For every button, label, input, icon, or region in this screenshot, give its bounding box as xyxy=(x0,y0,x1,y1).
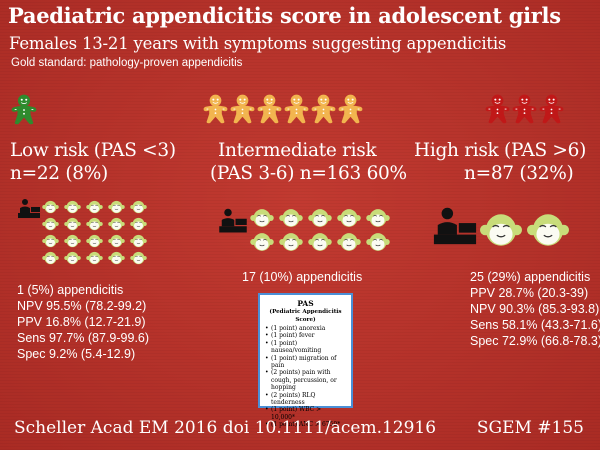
gingerbread-icon xyxy=(230,94,255,124)
gingerbread-icon xyxy=(539,94,564,124)
sgem-tag: SGEM #155 xyxy=(476,418,584,438)
gingerbread-icon xyxy=(485,94,510,124)
gold-standard-note: Gold standard: pathology-proven appendic… xyxy=(11,57,243,69)
monkey-face-icon xyxy=(42,251,59,265)
doctor-icon-low xyxy=(17,198,41,222)
intermediate-risk-stats: 17 (10%) appendicitis xyxy=(242,269,362,285)
stat-line: 1 (5%) appendicitis xyxy=(17,283,124,297)
monkey-face-icon xyxy=(108,251,125,265)
pas-card-title: PAS xyxy=(297,299,314,308)
pas-criterion: (1 point) anorexia xyxy=(265,325,346,332)
pas-criterion: (1 point) migration of pain xyxy=(265,355,346,370)
citation: Scheller Acad EM 2016 doi 10.1111/acem.1… xyxy=(14,418,437,438)
monkey-face-icon xyxy=(250,233,274,251)
monkey-face-icon xyxy=(108,217,125,231)
doctor-icon-intermediate xyxy=(218,207,248,237)
doctor-icon-high xyxy=(432,205,478,249)
gingerbread-row-high xyxy=(484,94,565,125)
pas-score-card: PAS (Pediatric Appendicitis Score) (1 po… xyxy=(258,293,353,428)
pas-criterion: (2 points) pain with cough, percussion, … xyxy=(265,369,346,391)
monkey-face-icon xyxy=(308,209,332,227)
monkey-face-icon xyxy=(64,200,81,214)
monkey-face-icon xyxy=(64,234,81,248)
monkey-face-icon xyxy=(108,234,125,248)
monkey-face-icon xyxy=(130,217,147,231)
monkey-face-icon xyxy=(130,234,147,248)
monkey-face-icon xyxy=(86,217,103,231)
pas-criterion: (1 point) fever xyxy=(265,332,346,339)
stat-line: PPV 28.7% (20.3-39) xyxy=(470,286,589,300)
low-risk-stats: 1 (5%) appendicitis NPV 95.5% (78.2-99.2… xyxy=(17,282,149,362)
gingerbread-icon xyxy=(257,94,282,124)
gingerbread-row-intermediate xyxy=(202,94,364,125)
gingerbread-icon xyxy=(284,94,309,124)
gingerbread-row-low xyxy=(10,94,38,126)
pas-criteria-list: (1 point) anorexia (1 point) fever (1 po… xyxy=(265,325,346,429)
high-risk-stats: 25 (29%) appendicitis PPV 28.7% (20.3-39… xyxy=(470,269,600,349)
monkey-face-icon xyxy=(366,233,390,251)
low-risk-label: Low risk (PAS <3) xyxy=(10,140,176,161)
pas-criterion: (1 point) WBC > 10,000* xyxy=(265,406,346,421)
low-risk-count: n=22 (8%) xyxy=(10,163,108,184)
gingerbread-icon xyxy=(338,94,363,124)
page-title: Paediatric appendicitis score in adolesc… xyxy=(8,3,561,28)
stat-line: PPV 16.8% (12.7-21.9) xyxy=(17,315,146,329)
stat-line: NPV 95.5% (78.2-99.2) xyxy=(17,299,147,313)
monkey-face-icon xyxy=(308,233,332,251)
high-risk-count: n=87 (32%) xyxy=(464,163,574,184)
monkey-face-icon xyxy=(130,200,147,214)
monkey-face-icon xyxy=(527,214,569,246)
pas-criterion: (1 point) nausea/vomiting xyxy=(265,340,346,355)
monkey-face-icon xyxy=(130,251,147,265)
pas-criterion: (1 point) ANC > 6750* xyxy=(265,421,346,428)
monkey-grid-intermediate xyxy=(250,208,390,252)
stat-line: Sens 97.7% (87.9-99.6) xyxy=(17,331,150,345)
monkey-face-icon xyxy=(337,209,361,227)
intermediate-risk-count: (PAS 3-6) n=163 60% xyxy=(210,163,407,184)
gingerbread-icon xyxy=(11,94,37,125)
monkey-face-icon xyxy=(42,234,59,248)
gingerbread-icon xyxy=(203,94,228,124)
monkey-face-icon xyxy=(86,234,103,248)
monkey-face-icon xyxy=(42,217,59,231)
stat-line: 25 (29%) appendicitis xyxy=(470,270,591,284)
monkey-face-icon xyxy=(250,209,274,227)
page-subtitle: Females 13-21 years with symptoms sugges… xyxy=(9,34,507,53)
monkey-face-icon xyxy=(86,251,103,265)
monkey-face-icon xyxy=(86,200,103,214)
monkey-face-icon xyxy=(108,200,125,214)
monkey-face-icon xyxy=(64,251,81,265)
stat-line: Spec 72.9% (66.8-78.3) xyxy=(470,334,600,348)
pas-card-subtitle: (Pediatric Appendicitis Score) xyxy=(269,309,342,323)
stat-line: Spec 9.2% (5.4-12.9) xyxy=(17,347,136,361)
pas-criterion: (2 points) RLQ tenderness xyxy=(265,392,346,407)
intermediate-risk-label: Intermediate risk xyxy=(218,140,377,161)
monkey-face-icon xyxy=(279,233,303,251)
monkey-face-icon xyxy=(42,200,59,214)
high-risk-label: High risk (PAS >6) xyxy=(414,140,587,161)
stat-line: 17 (10%) appendicitis xyxy=(242,270,363,284)
monkey-face-icon xyxy=(64,217,81,231)
monkey-grid-low xyxy=(42,200,147,265)
monkey-face-icon xyxy=(279,209,303,227)
gingerbread-icon xyxy=(512,94,537,124)
stat-line: NPV 90.3% (85.3-93.8) xyxy=(470,302,600,316)
monkey-face-icon xyxy=(480,214,522,246)
gingerbread-icon xyxy=(311,94,336,124)
monkey-face-icon xyxy=(366,209,390,227)
monkey-face-icon xyxy=(337,233,361,251)
monkey-grid-high xyxy=(480,212,569,248)
stat-line: Sens 58.1% (43.3-71.6) xyxy=(470,318,600,332)
